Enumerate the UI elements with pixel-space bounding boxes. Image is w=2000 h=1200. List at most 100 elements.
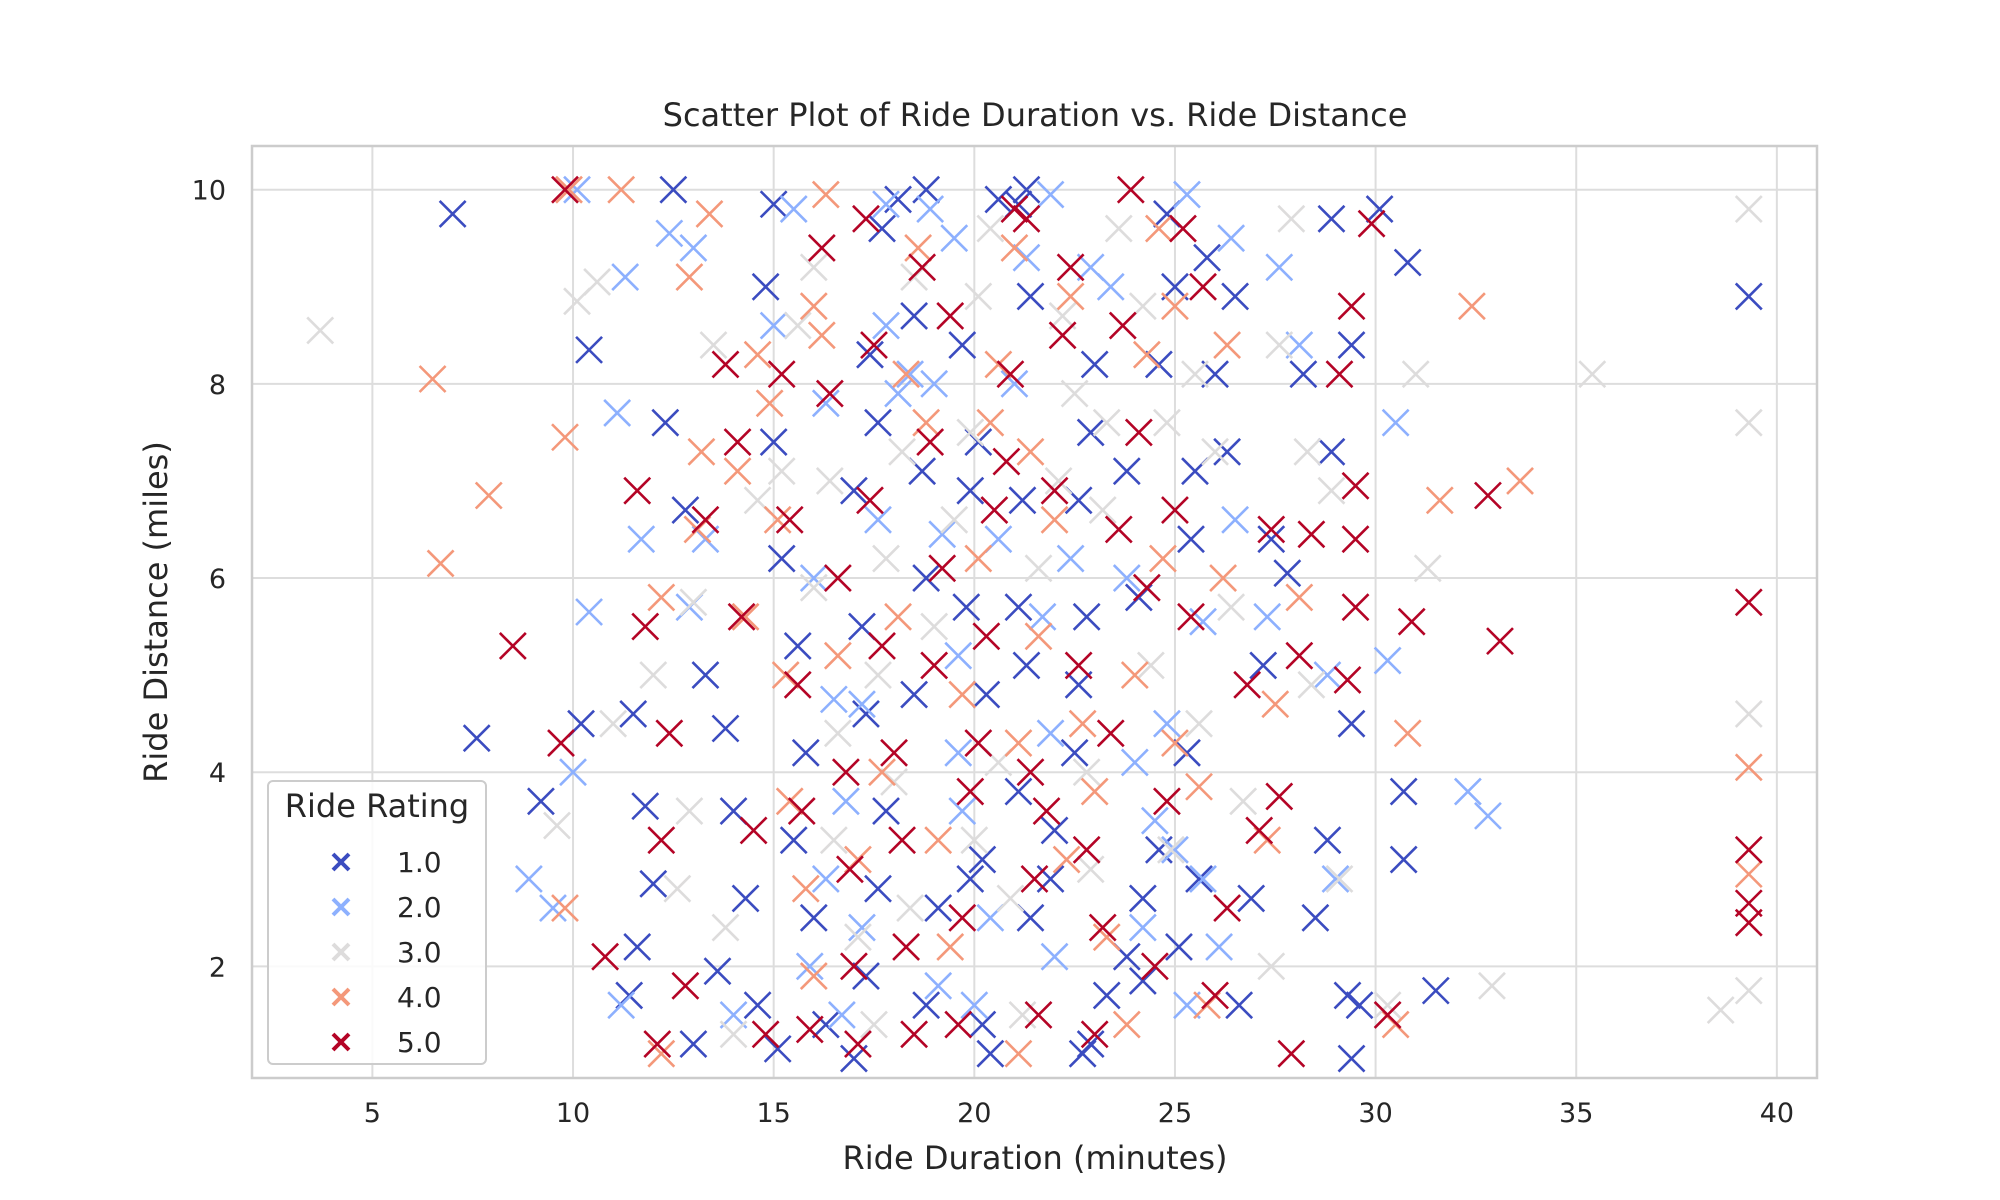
data-point xyxy=(912,564,941,592)
data-point xyxy=(619,700,648,728)
data-point xyxy=(1140,806,1169,835)
data-point xyxy=(856,340,884,369)
data-point xyxy=(823,719,852,748)
data-point xyxy=(1112,564,1141,592)
data-point xyxy=(844,1030,872,1058)
data-point xyxy=(1088,913,1117,942)
data-point xyxy=(956,865,985,893)
data-point xyxy=(547,729,575,757)
data-point xyxy=(1096,272,1125,301)
data-point xyxy=(1401,360,1430,389)
data-point xyxy=(956,777,985,806)
data-point xyxy=(1120,748,1149,777)
data-point xyxy=(811,1010,840,1039)
data-point xyxy=(1157,835,1185,864)
data-point xyxy=(920,369,949,398)
data-point xyxy=(924,894,953,923)
data-point xyxy=(1193,243,1221,272)
data-point xyxy=(1116,175,1145,204)
data-point xyxy=(1185,772,1213,801)
data-point xyxy=(1217,593,1246,622)
data-point xyxy=(1317,437,1346,466)
data-point xyxy=(1161,292,1189,321)
data-point xyxy=(984,185,1013,214)
data-point xyxy=(498,632,527,660)
data-point xyxy=(928,554,957,583)
data-point xyxy=(1080,777,1109,806)
x-axis-ticks: 5 10 15 20 25 30 35 40 xyxy=(364,1098,1794,1129)
data-point xyxy=(1040,476,1069,505)
data-point xyxy=(900,680,929,709)
data-point xyxy=(1076,855,1105,884)
data-point xyxy=(607,991,636,1020)
data-point xyxy=(815,467,844,495)
data-point xyxy=(1124,418,1153,447)
data-point xyxy=(1389,777,1418,806)
data-point xyxy=(1068,709,1097,738)
data-point xyxy=(1265,253,1294,282)
data-point xyxy=(1237,884,1266,913)
data-point xyxy=(1293,437,1322,466)
data-point xyxy=(900,301,929,330)
data-point xyxy=(1337,331,1366,359)
data-point xyxy=(1734,908,1763,937)
data-point xyxy=(815,379,844,408)
data-point xyxy=(791,874,820,903)
data-point xyxy=(743,340,772,369)
data-point xyxy=(1072,835,1101,864)
data-point xyxy=(779,826,808,855)
data-point xyxy=(1144,350,1173,379)
data-point xyxy=(783,632,812,660)
data-point xyxy=(884,602,912,631)
data-point xyxy=(1337,709,1366,738)
data-point xyxy=(1257,952,1286,981)
data-point xyxy=(1000,234,1029,262)
data-point xyxy=(1092,408,1121,437)
data-point xyxy=(1088,496,1117,524)
data-point xyxy=(731,884,760,913)
data-point xyxy=(1024,622,1053,651)
data-point xyxy=(783,311,812,340)
data-point xyxy=(1229,787,1258,816)
data-point xyxy=(1209,564,1238,592)
data-point xyxy=(936,301,965,330)
data-point xyxy=(968,1010,997,1039)
data-point xyxy=(1185,709,1213,738)
data-point xyxy=(1734,408,1763,437)
chart-title: Scatter Plot of Ride Duration vs. Ride D… xyxy=(663,96,1408,134)
data-point xyxy=(1373,1000,1402,1029)
data-point xyxy=(751,272,780,301)
data-point xyxy=(940,224,969,253)
data-point xyxy=(1253,602,1282,631)
legend-label: 5.0 xyxy=(397,1026,442,1059)
data-point xyxy=(908,253,937,282)
data-point xyxy=(888,826,916,855)
data-point xyxy=(952,593,981,622)
data-point xyxy=(1044,467,1073,495)
data-point xyxy=(527,787,555,816)
data-point xyxy=(872,797,900,825)
data-point xyxy=(1341,593,1370,622)
data-point xyxy=(795,952,824,981)
data-point xyxy=(928,520,957,549)
data-point xyxy=(1064,651,1093,680)
data-point xyxy=(1734,976,1763,1005)
data-point xyxy=(1056,544,1085,573)
data-point xyxy=(996,884,1025,913)
data-point xyxy=(964,729,993,757)
data-point xyxy=(1181,360,1209,389)
data-point xyxy=(819,826,848,855)
series-5.0 xyxy=(498,175,1763,1068)
data-point xyxy=(799,903,828,932)
data-point xyxy=(968,845,997,874)
data-point xyxy=(888,437,916,466)
data-point xyxy=(575,335,603,364)
data-point xyxy=(655,719,684,748)
data-point xyxy=(1297,520,1326,549)
data-point xyxy=(555,175,583,204)
data-point xyxy=(1016,437,1045,466)
legend-label: 3.0 xyxy=(397,936,442,969)
data-point xyxy=(1092,981,1121,1010)
data-point xyxy=(599,709,628,738)
data-point xyxy=(543,811,571,840)
